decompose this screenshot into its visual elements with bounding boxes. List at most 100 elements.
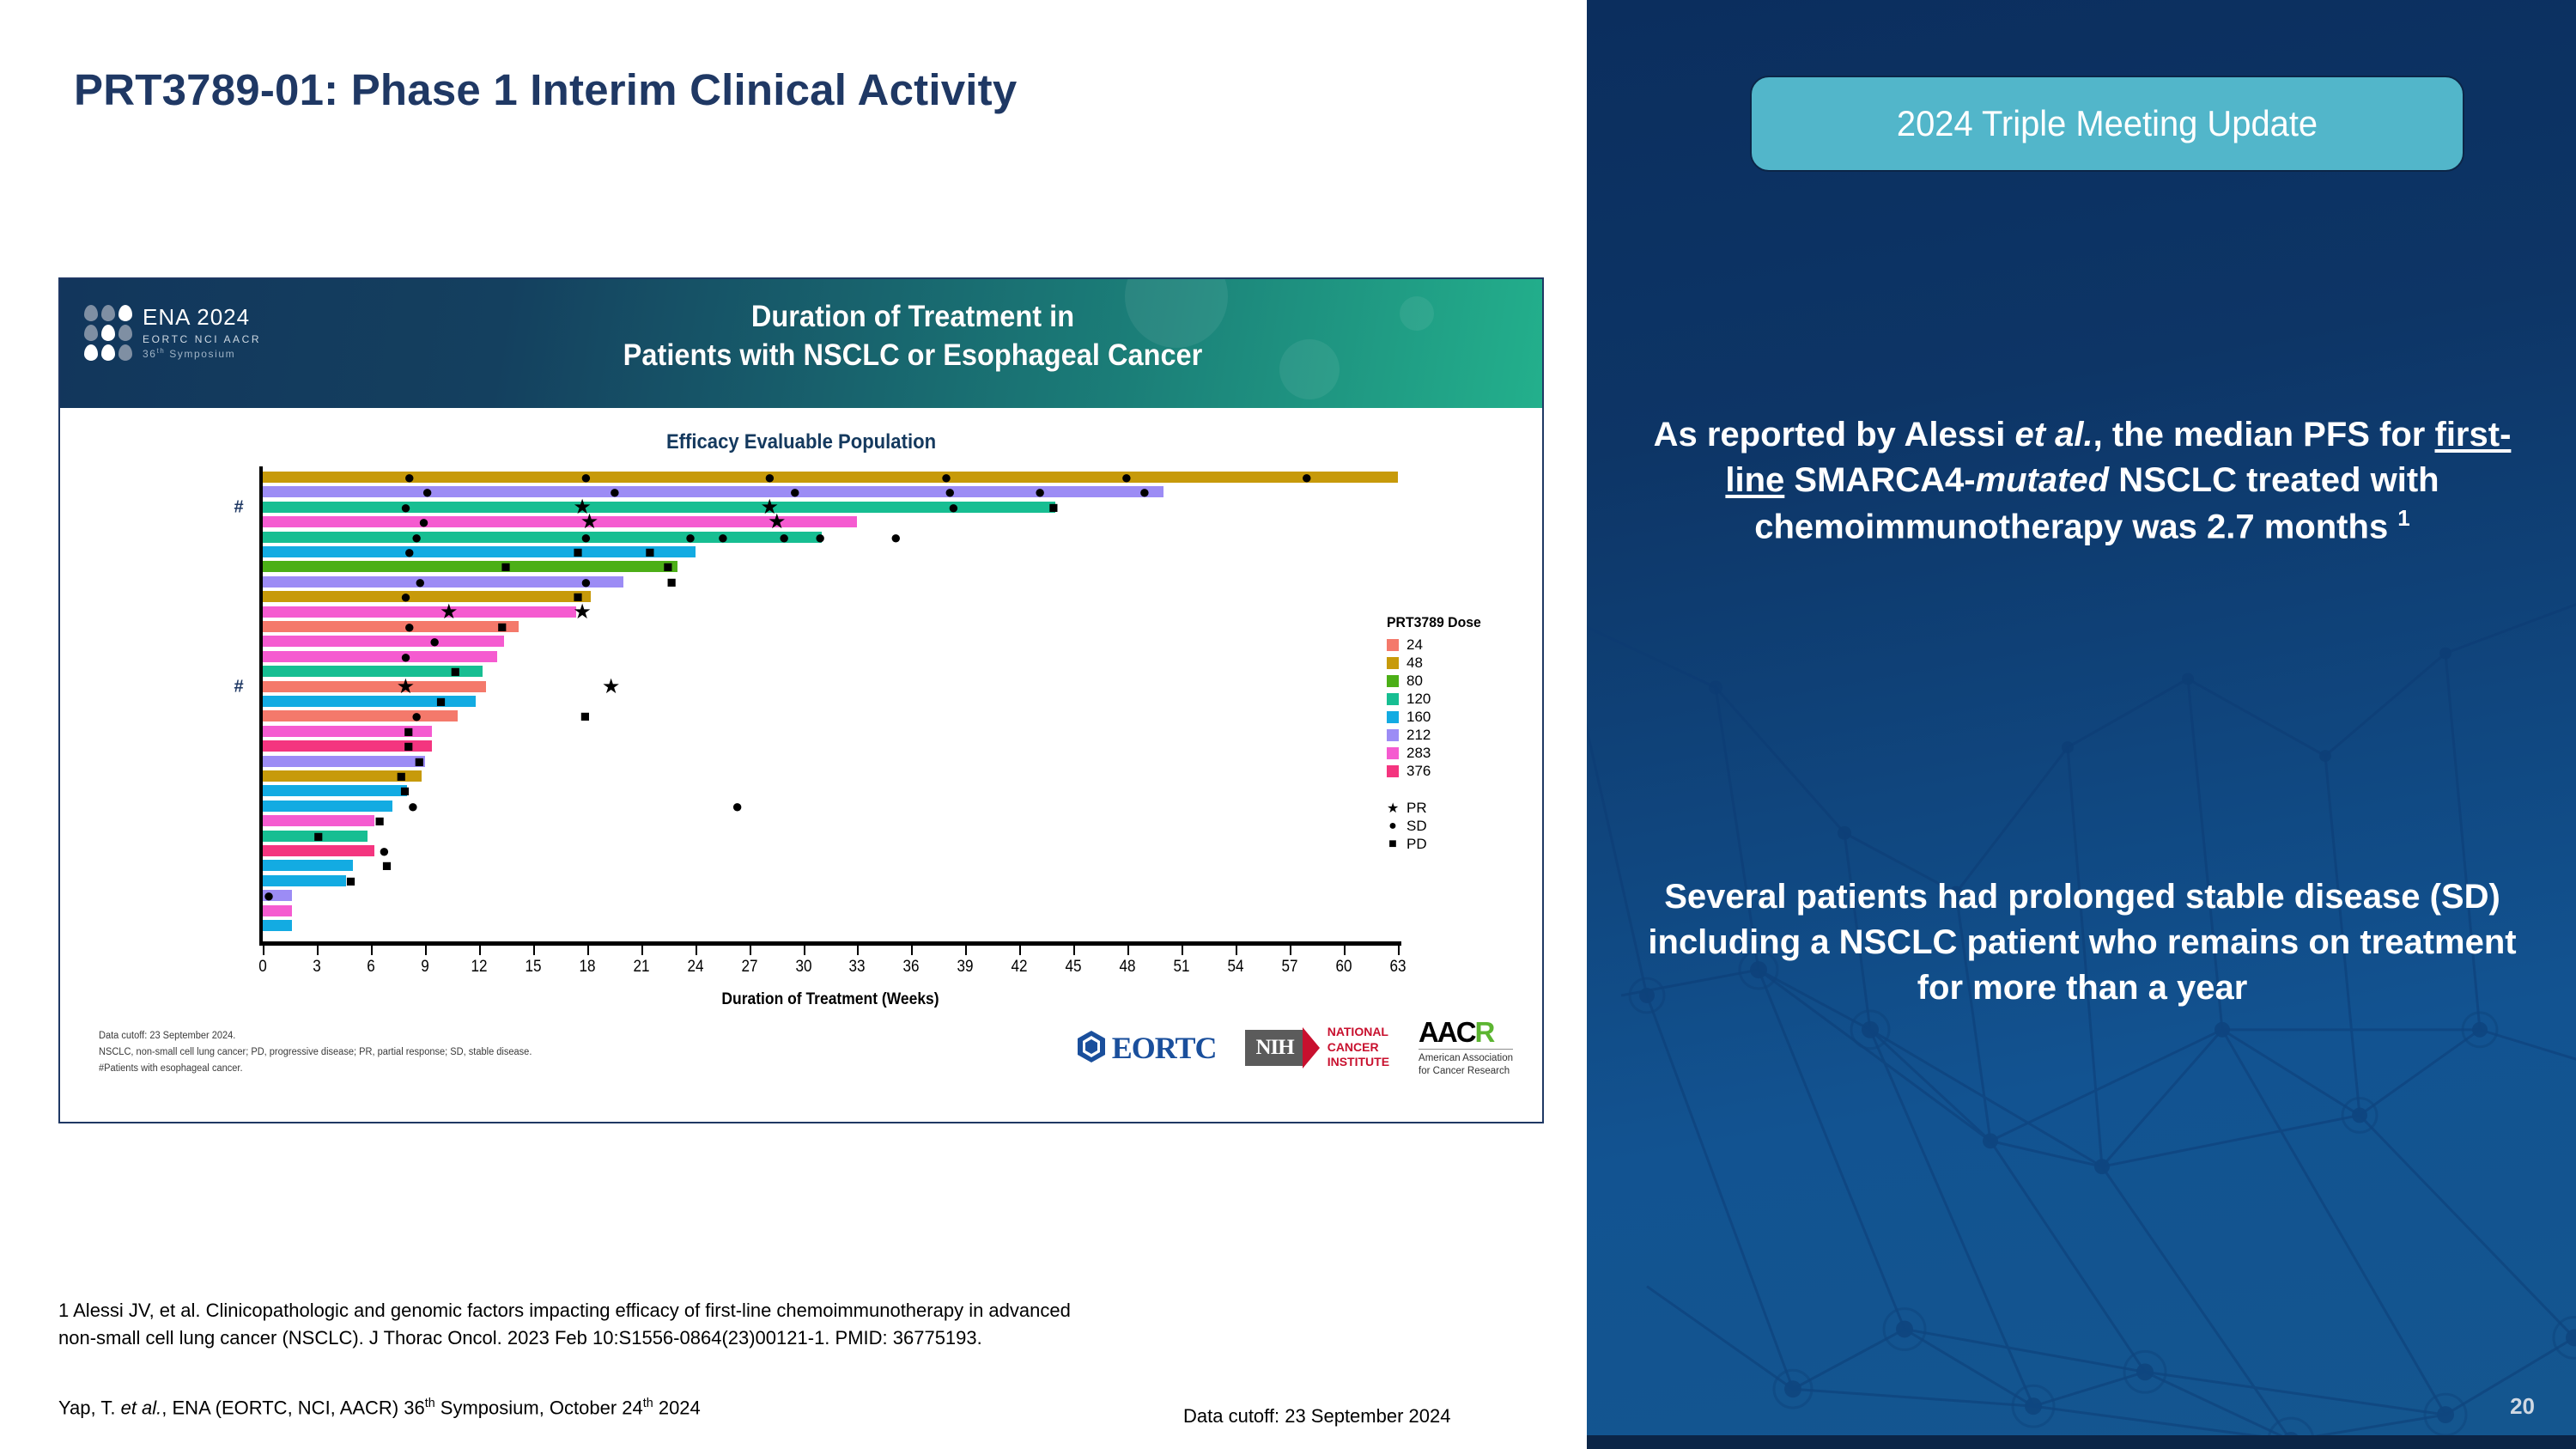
- banner-title-line2: Patients with NSCLC or Esophageal Cancer: [623, 338, 1203, 372]
- response-marker-sd: ●: [414, 570, 426, 593]
- patient-bar: [263, 546, 696, 557]
- rp1-italic: et al.: [2014, 416, 2093, 454]
- response-marker-pd: ■: [573, 588, 583, 607]
- eortc-logo: EORTC: [1074, 1029, 1217, 1067]
- response-marker-sd: ●: [684, 526, 696, 548]
- response-marker-sd: ●: [404, 466, 416, 488]
- legend-dose-label: 24: [1406, 636, 1423, 653]
- x-tick: [749, 946, 751, 955]
- patient-bar: [263, 785, 407, 797]
- legend-response-item[interactable]: ★ PR: [1387, 799, 1488, 817]
- x-tick: [965, 946, 968, 955]
- right-panel: 2024 Triple Meeting Update As reported b…: [1587, 0, 2576, 1449]
- response-marker-sd: ●: [944, 481, 956, 503]
- citation-sup2: th: [642, 1397, 653, 1410]
- legend-dose-item[interactable]: 212: [1387, 726, 1488, 744]
- patient-bar: [263, 890, 292, 902]
- response-marker-sd: ●: [580, 466, 592, 488]
- x-tick-label: 45: [1065, 958, 1082, 976]
- legend-dose-label: 283: [1406, 744, 1431, 761]
- patient-bar: [263, 830, 368, 842]
- x-tick-label: 6: [367, 958, 375, 976]
- response-marker-pd: ■: [381, 857, 392, 876]
- x-tick-label: 51: [1173, 958, 1190, 976]
- y-axis: [259, 466, 263, 943]
- banner-title-line1: Duration of Treatment in: [750, 300, 1075, 333]
- x-axis: [259, 941, 1401, 946]
- response-marker-sd: ●: [1121, 466, 1133, 488]
- patient-bar: [263, 561, 677, 573]
- legend-response-item[interactable]: ■ PD: [1387, 835, 1488, 853]
- citation-pre: Yap, T.: [58, 1397, 121, 1419]
- meeting-update-badge[interactable]: 2024 Triple Meeting Update: [1750, 76, 2464, 172]
- plot-title: Efficacy Evaluable Population: [665, 430, 937, 454]
- x-tick-label: 24: [687, 958, 704, 976]
- legend-dose-item[interactable]: 80: [1387, 672, 1488, 690]
- rp1-italic2: mutated: [1975, 461, 2110, 500]
- response-marker-pd: ■: [374, 813, 385, 831]
- legend-swatch: [1387, 692, 1399, 705]
- response-marker-pr: ★: [573, 495, 592, 519]
- response-marker-pd: ■: [663, 558, 673, 577]
- chart-card: ENA 2024 EORTC NCI AACR 36th Symposium D…: [58, 277, 1544, 1123]
- legend-dose-item[interactable]: 120: [1387, 690, 1488, 708]
- response-marker-pd: ■: [1048, 498, 1059, 517]
- page-title: PRT3789-01: Phase 1 Interim Clinical Act…: [74, 65, 1018, 114]
- response-marker-pr: ★: [601, 674, 621, 698]
- response-marker-sd: ●: [731, 795, 744, 817]
- x-tick: [857, 946, 860, 955]
- legend-swatch: [1387, 764, 1399, 777]
- legend-swatch: [1387, 710, 1399, 723]
- swimmer-plot: 0 3 6 9 12 15 18 21 24 27 30 33 36 39 42 45 48 51 54 57 60 63…: [60, 279, 1542, 1122]
- response-marker-pd: ■: [345, 872, 356, 891]
- x-tick-label: 30: [795, 958, 812, 976]
- legend-dose-item[interactable]: 283: [1387, 744, 1488, 762]
- aacr-sub-line1: American Association: [1419, 1053, 1513, 1063]
- reference-line1: 1 Alessi JV, et al. Clinicopathologic an…: [58, 1300, 1071, 1321]
- legend-response-item[interactable]: ● SD: [1387, 817, 1488, 835]
- legend-dose-item[interactable]: 48: [1387, 654, 1488, 672]
- legend-dose-item[interactable]: 160: [1387, 708, 1488, 726]
- legend-dose-label: 80: [1406, 672, 1423, 689]
- response-marker-pd: ■: [501, 558, 511, 577]
- legend-dose-label: 376: [1406, 762, 1431, 779]
- patient-bar: [263, 680, 487, 692]
- x-tick: [532, 946, 535, 955]
- response-marker-sd: ●: [890, 526, 902, 548]
- response-marker-sd: ●: [428, 630, 440, 653]
- aacr-subtext: American Association for Cancer Research: [1419, 1052, 1513, 1077]
- ena-logo: ENA 2024 EORTC NCI AACR 36th Symposium: [84, 305, 261, 361]
- citation-line: Yap, T. et al., ENA (EORTC, NCI, AACR) 3…: [58, 1397, 701, 1419]
- patient-bar: [263, 472, 1398, 483]
- response-marker-pr: ★: [580, 510, 599, 534]
- nci-line1: NATIONAL: [1327, 1025, 1388, 1039]
- x-tick: [695, 946, 697, 955]
- ena-logo-line3: 36th Symposium: [143, 347, 236, 361]
- legend-dose-item[interactable]: 376: [1387, 762, 1488, 780]
- x-tick: [1398, 946, 1400, 955]
- response-marker-sd: ●: [410, 705, 422, 728]
- x-tick-label: 27: [741, 958, 758, 976]
- panel-footer-bar: [1587, 1435, 2576, 1449]
- rp1-underline: first-line: [1725, 416, 2512, 500]
- nci-line2: CANCER: [1327, 1039, 1379, 1054]
- x-tick: [478, 946, 481, 955]
- reference-block: 1 Alessi JV, et al. Clinicopathologic an…: [58, 1297, 1570, 1352]
- right-panel-statement-2: Several patients had prolonged stable di…: [1648, 878, 2517, 1008]
- legend-swatch: [1387, 728, 1399, 741]
- legend-dose-list: 24 48 80 120 160 212 283 376: [1387, 636, 1488, 780]
- nci-logo: NIH NATIONAL CANCER INSTITUTE: [1245, 1025, 1389, 1070]
- patient-bar: [263, 920, 292, 931]
- response-marker-pd: ■: [435, 693, 447, 711]
- legend-dose-label: 48: [1406, 654, 1423, 671]
- patient-bar: [263, 486, 1164, 498]
- response-marker-pd: ■: [497, 618, 507, 636]
- aacr-logo: AACR American Association for Cancer Res…: [1419, 1018, 1513, 1077]
- ena-dots-icon: [84, 305, 132, 361]
- x-tick: [911, 946, 914, 955]
- x-tick-label: 48: [1119, 958, 1136, 976]
- x-tick: [586, 946, 589, 955]
- legend-dose-item[interactable]: 24: [1387, 636, 1488, 654]
- legend-response-label: PR: [1406, 799, 1427, 816]
- response-marker-pd: ■: [399, 782, 410, 801]
